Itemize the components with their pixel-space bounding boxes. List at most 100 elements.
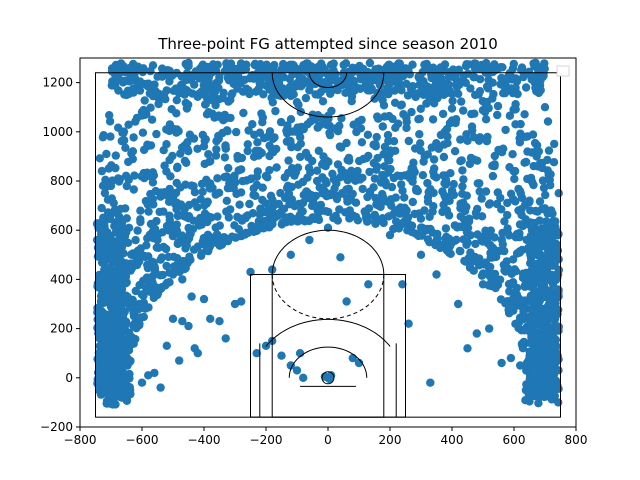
x-tick-label: 600	[503, 433, 526, 447]
scatter-point	[239, 108, 248, 118]
scatter-point	[202, 199, 211, 208]
scatter-point	[486, 253, 495, 262]
scatter-point	[477, 194, 486, 203]
scatter-point	[456, 247, 465, 256]
scatter-point	[379, 218, 388, 228]
scatter-point	[448, 96, 457, 106]
scatter-point	[187, 181, 196, 190]
scatter-point	[220, 153, 230, 162]
scatter-point	[163, 191, 172, 200]
scatter-point	[206, 85, 215, 95]
scatter-point	[518, 296, 528, 305]
scatter-point	[500, 88, 510, 98]
scatter-point	[159, 90, 169, 99]
scatter-point	[469, 133, 479, 142]
scatter-point	[214, 131, 223, 141]
scatter-point	[205, 182, 214, 192]
scatter-point	[385, 230, 395, 240]
scatter-point	[370, 174, 380, 183]
scatter-point	[154, 99, 163, 109]
scatter-point	[176, 183, 185, 192]
scatter-point	[467, 122, 477, 131]
scatter-point	[525, 397, 534, 406]
scatter-point	[144, 303, 153, 312]
scatter-point	[105, 347, 114, 356]
scatter-point	[137, 290, 146, 299]
scatter-point	[475, 187, 484, 196]
scatter-point	[172, 109, 181, 118]
scatter-point	[423, 150, 432, 159]
scatter-point	[95, 243, 105, 252]
scatter-point	[329, 175, 338, 184]
scatter-point	[409, 89, 419, 98]
scatter-point	[115, 329, 124, 338]
scatter-point	[221, 334, 230, 343]
scatter-point	[263, 173, 272, 182]
scatter-point	[407, 227, 416, 237]
scatter-point	[313, 206, 322, 215]
scatter-point	[211, 151, 221, 160]
scatter-point	[550, 139, 559, 149]
scatter-point	[400, 203, 409, 212]
y-tick-label: 0	[65, 371, 73, 385]
scatter-point	[313, 62, 323, 72]
scatter-point	[469, 266, 478, 275]
scatter-point	[509, 301, 518, 310]
scatter-point	[355, 61, 364, 71]
scatter-point	[159, 207, 168, 216]
scatter-point	[259, 90, 268, 99]
scatter-point	[114, 339, 123, 349]
scatter-point	[526, 297, 536, 307]
scatter-point	[531, 250, 540, 259]
scatter-point	[387, 73, 396, 82]
scatter-point	[446, 169, 455, 178]
scatter-point	[440, 179, 449, 188]
scatter-point	[274, 199, 283, 209]
scatter-point	[105, 111, 114, 120]
scatter-point	[385, 149, 394, 158]
scatter-point	[178, 275, 187, 284]
scatter-point	[458, 76, 468, 85]
scatter-point	[363, 130, 373, 139]
scatter-points	[92, 58, 563, 409]
scatter-point	[96, 291, 106, 301]
scatter-point	[281, 193, 290, 203]
scatter-point	[312, 176, 322, 186]
scatter-point	[223, 127, 232, 136]
scatter-point	[528, 233, 538, 242]
scatter-point	[174, 238, 183, 247]
scatter-point	[548, 313, 557, 322]
scatter-point	[449, 179, 458, 189]
scatter-point	[106, 275, 115, 284]
scatter-point	[183, 256, 192, 265]
scatter-point	[145, 280, 154, 289]
scatter-point	[120, 76, 129, 86]
scatter-point	[416, 250, 426, 259]
scatter-point	[327, 86, 336, 96]
scatter-point	[173, 163, 182, 173]
scatter-point	[283, 121, 292, 130]
scatter-point	[456, 212, 465, 221]
scatter-point	[325, 130, 335, 140]
scatter-point	[371, 193, 380, 203]
scatter-point	[530, 357, 539, 366]
scatter-point	[199, 294, 209, 304]
scatter-point	[136, 217, 145, 227]
scatter-point	[450, 147, 460, 156]
scatter-point	[204, 150, 213, 159]
scatter-point	[108, 316, 118, 325]
scatter-point	[293, 163, 303, 172]
chart-title: Three-point FG attempted since season 20…	[157, 35, 498, 53]
scatter-point	[298, 198, 308, 208]
scatter-point	[139, 145, 149, 155]
scatter-point	[299, 60, 308, 70]
scatter-point	[477, 60, 487, 70]
scatter-point	[539, 317, 548, 326]
scatter-point	[187, 292, 196, 301]
scatter-point	[525, 196, 534, 205]
scatter-point	[518, 221, 528, 231]
scatter-point	[464, 254, 473, 263]
scatter-point	[268, 195, 277, 205]
scatter-point	[251, 146, 261, 156]
scatter-point	[436, 64, 445, 73]
